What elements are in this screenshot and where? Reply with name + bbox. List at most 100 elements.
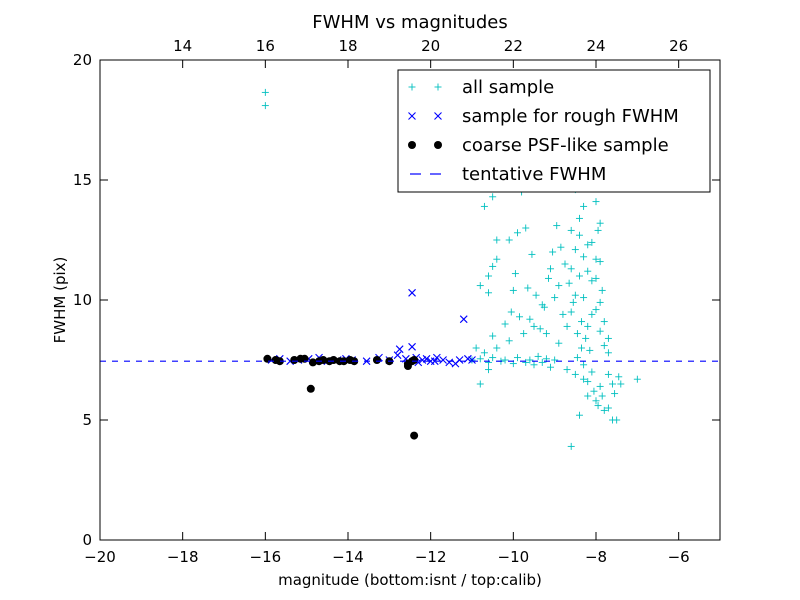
point-0-63 [563,366,571,374]
point-0-114 [580,361,588,369]
point-0-96 [586,346,594,354]
point-1-13 [393,351,402,360]
point-0-121 [615,373,623,381]
y-tick-label-3: 15 [73,171,92,189]
y-tick-label-4: 20 [73,51,92,69]
point-0-20 [489,332,497,340]
point-0-132 [575,231,583,239]
point-2-21 [410,356,419,364]
y-tick-label-0: 0 [82,531,92,549]
point-0-31 [489,193,497,201]
point-0-130 [567,265,575,273]
point-1-22-b [439,356,447,364]
point-0-127 [596,298,604,306]
point-0-10 [522,358,530,366]
point-0-13 [534,352,542,360]
point-1-21-b [432,353,441,362]
point-0-36 [505,236,513,244]
point-1-14-b [395,345,404,354]
point-0-131 [571,246,579,254]
point-0-0 [261,102,269,110]
point-0-102 [553,222,561,230]
point-0-56 [613,416,621,424]
legend-label-0: all sample [462,77,554,98]
legend: all sample sample for rough FWHM coarse PS… [397,69,711,193]
legend-marker-1-b-b [434,112,442,120]
point-0-97 [573,330,581,338]
point-0-62 [571,370,579,378]
point-0-90 [592,198,600,206]
point-0-117 [594,402,602,410]
point-0-72 [584,241,592,249]
top-tick-label-2: 18 [338,37,357,55]
point-0-74 [592,306,600,314]
point-0-66 [555,339,563,347]
point-2-9 [319,356,328,364]
point-0-3 [476,355,484,363]
point-0-75 [596,327,604,335]
point-0-70 [575,272,583,280]
point-0-7 [501,356,509,364]
point-0-106 [536,325,544,333]
point-0-112 [511,270,519,278]
point-1-29 [430,357,439,366]
legend-marker-1-a [408,112,416,120]
point-0-77 [604,349,612,357]
point-0-115 [584,378,592,386]
point-0-118 [598,392,606,400]
point-0-128 [600,318,608,326]
legend-marker-2-a [408,141,416,149]
x-axis-label: magnitude (bottom:isnt / top:calib) [278,571,542,589]
point-0-37 [513,229,521,237]
point-0-17 [551,356,559,364]
point-2-11 [329,356,338,364]
point-0-45 [559,310,567,318]
legend-marker-1-a-b [408,112,416,120]
x-tick-label-4: −12 [415,548,447,566]
top-tick-label-5: 24 [586,37,605,55]
point-0-123 [578,344,586,352]
point-1-25-b [455,356,464,364]
point-0-52 [584,392,592,400]
point-0-124 [584,322,592,330]
point-0-35 [480,349,488,357]
x-tick-label-5: −10 [498,548,530,566]
point-1-17 [408,342,416,351]
point-0-133 [580,294,588,302]
point-0-14 [538,358,546,366]
point-1-21 [432,353,441,362]
point-0-50 [567,442,575,450]
point-0-11 [526,356,534,364]
point-0-105 [540,303,548,311]
point-0-120 [611,390,619,398]
plot-frame [99,59,721,541]
point-0-136 [592,255,600,263]
point-0-43 [547,265,555,273]
point-0-67 [563,322,571,330]
point-1-25 [455,356,464,364]
point-0-137 [596,219,604,227]
point-2-16 [372,356,381,364]
point-0-19 [485,366,493,374]
point-0-9 [513,354,521,362]
point-1-26 [459,315,468,324]
point-0-103 [549,248,557,256]
legend-label-1: sample for rough FWHM [462,106,679,127]
point-0-34 [472,344,480,352]
point-0-116 [590,387,598,395]
y-tick-label-1: 5 [82,411,92,429]
point-0-134 [584,267,592,275]
legend-marker-1-b [434,112,442,120]
top-tick-label-6: 26 [669,37,688,55]
point-0-104 [544,274,552,282]
point-0-46 [522,224,530,232]
legend-marker-2-b [434,141,442,149]
point-0-16 [547,363,555,371]
point-1-23 [445,358,454,367]
point-2-6 [308,358,317,367]
point-0-5 [489,354,497,362]
point-0-51 [575,411,583,419]
point-0-30 [480,202,488,210]
point-1-16-b [408,288,416,297]
point-0-39 [530,322,538,330]
